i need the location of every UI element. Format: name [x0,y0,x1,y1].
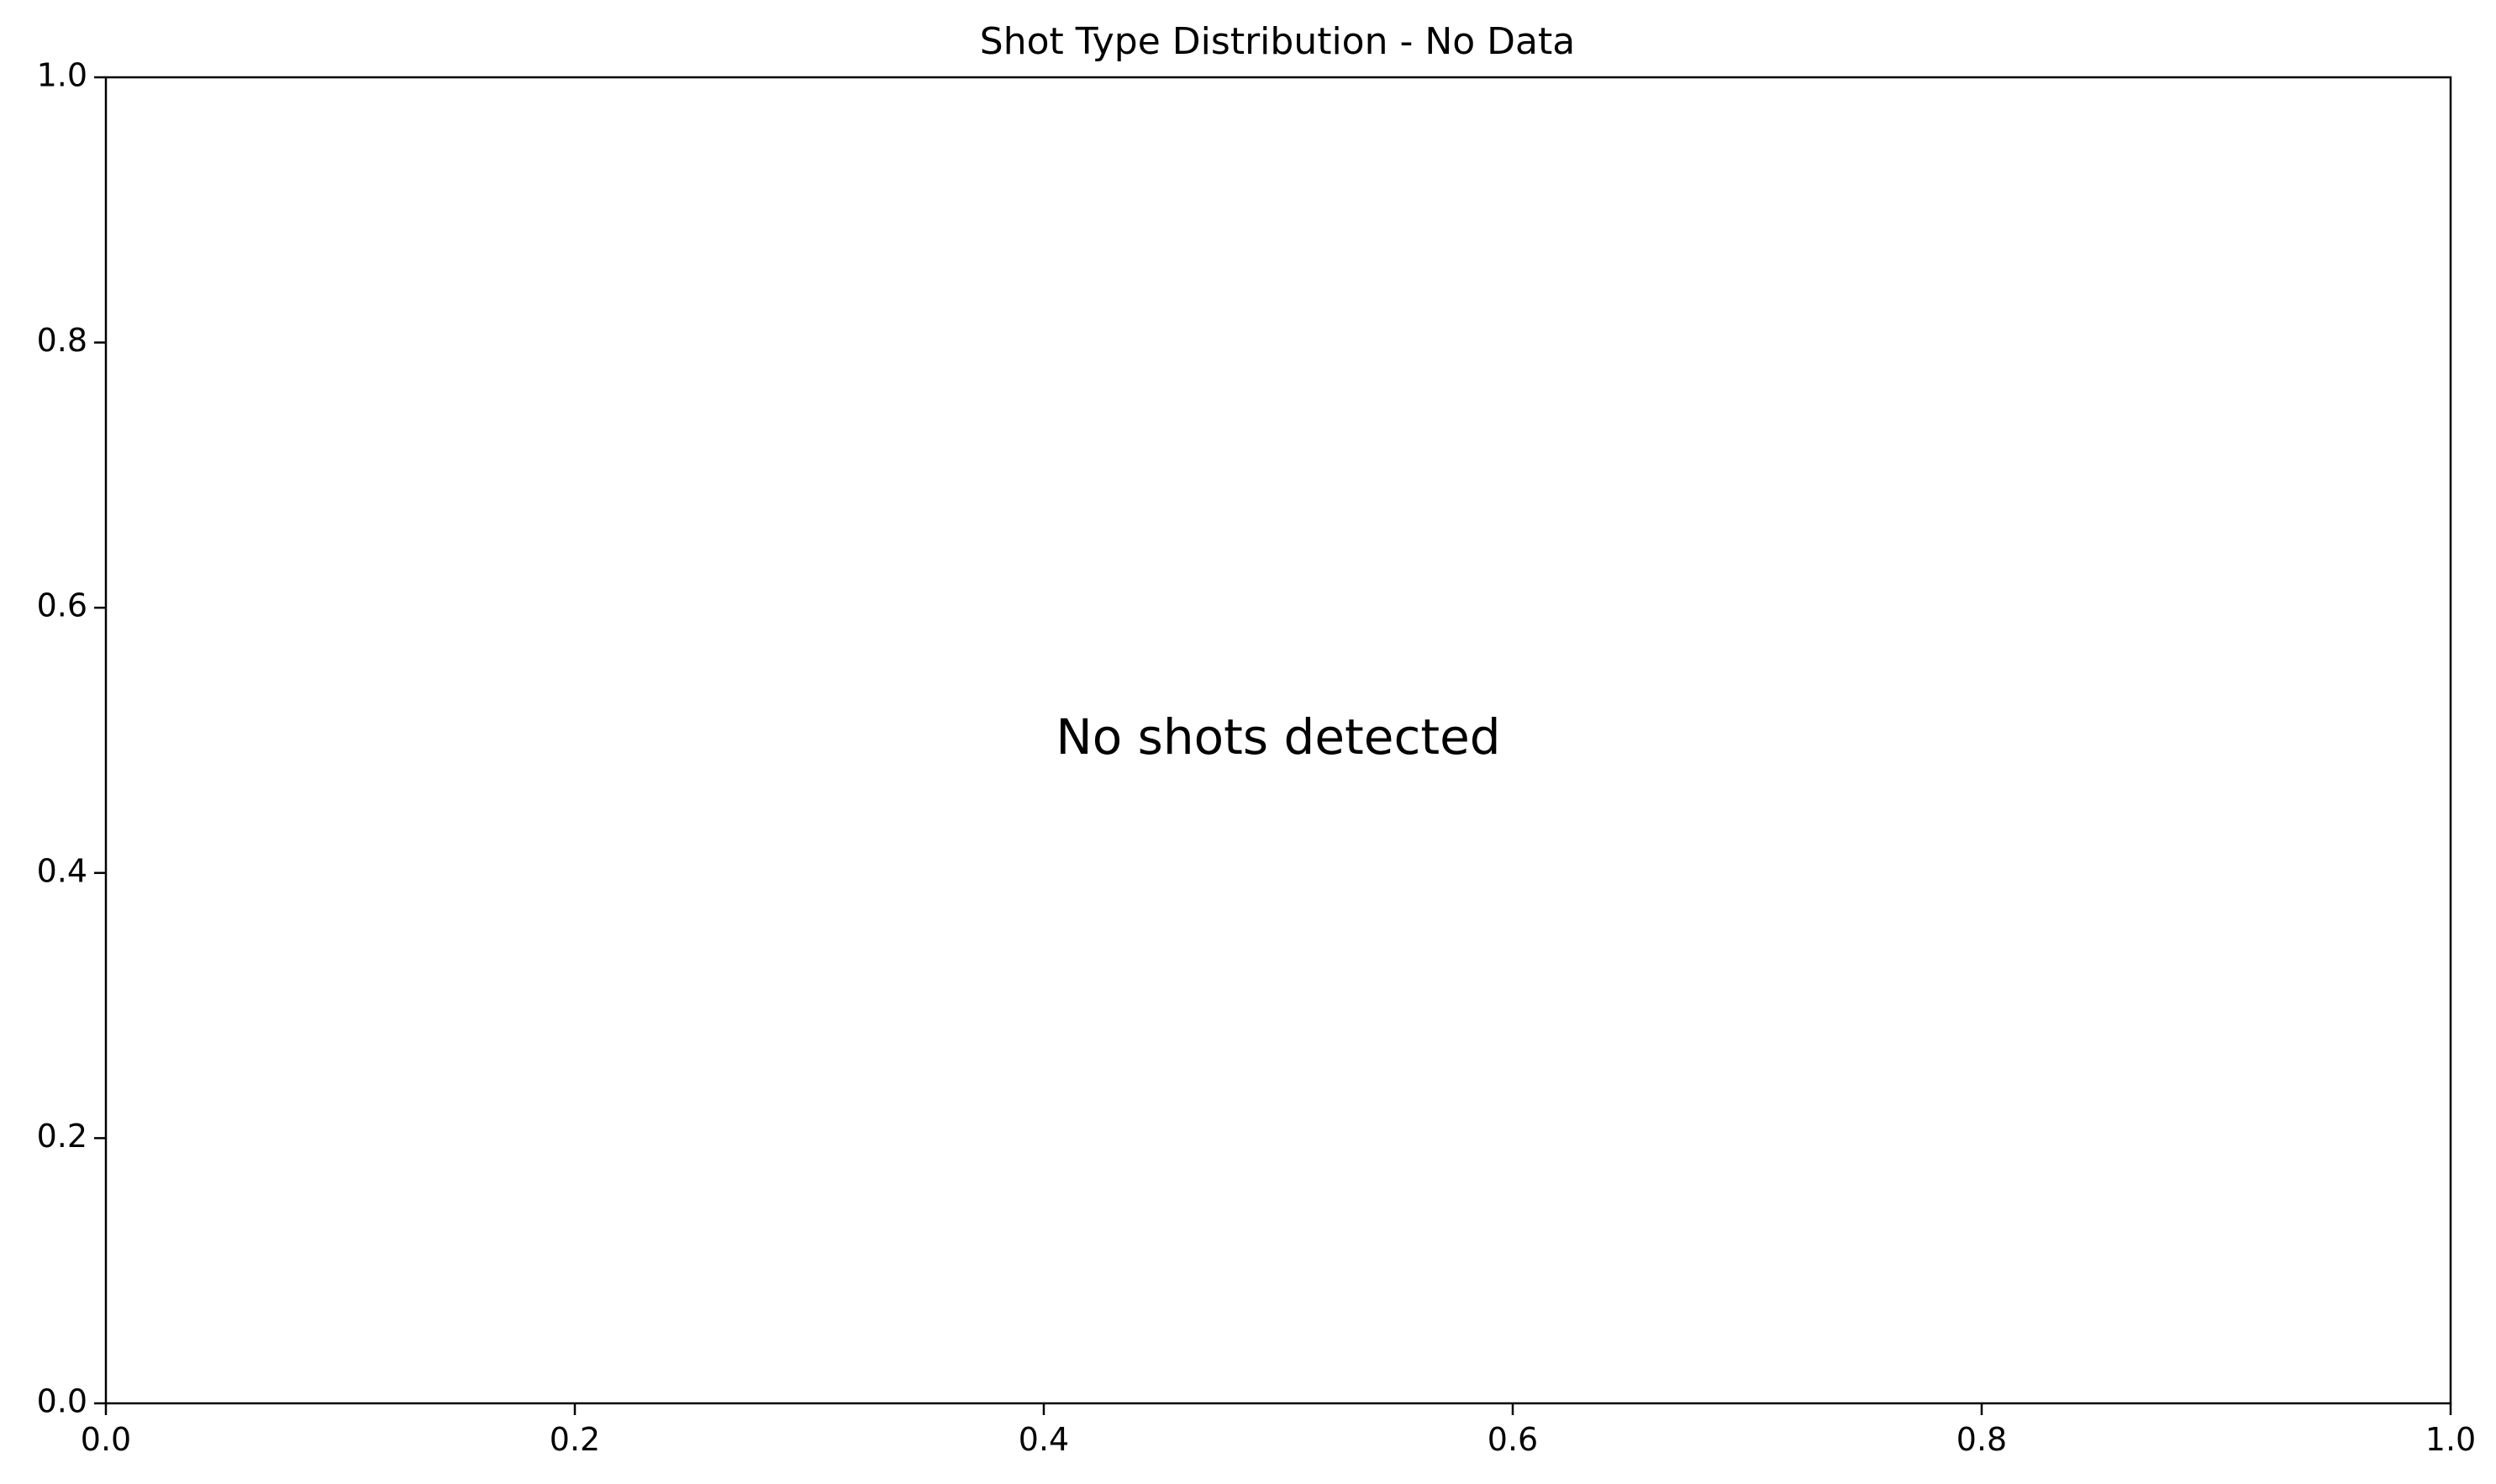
x-tick-label: 0.4 [1019,1421,1069,1458]
y-tick-label: 0.6 [37,587,87,624]
y-tick-label: 0.0 [37,1383,87,1420]
x-tick-label: 1.0 [2425,1421,2476,1458]
x-tick-label: 0.6 [1488,1421,1538,1458]
no-data-annotation: No shots detected [1056,708,1500,766]
y-tick-label: 1.0 [37,57,87,94]
x-axis: 0.0 0.2 0.4 0.6 0.8 1.0 [81,1403,2476,1458]
plot-area [106,77,2451,1403]
x-tick-label: 0.2 [550,1421,600,1458]
y-tick-label: 0.8 [37,322,87,359]
plot-background [106,77,2451,1403]
x-tick-label: 0.8 [1956,1421,2007,1458]
chart-title: Shot Type Distribution - No Data [980,20,1575,63]
y-tick-label: 0.4 [37,852,87,889]
y-tick-label: 0.2 [37,1118,87,1155]
y-axis: 0.0 0.2 0.4 0.6 0.8 1.0 [37,57,106,1420]
plot-frame [104,76,2452,1405]
x-tick-label: 0.0 [81,1421,131,1458]
